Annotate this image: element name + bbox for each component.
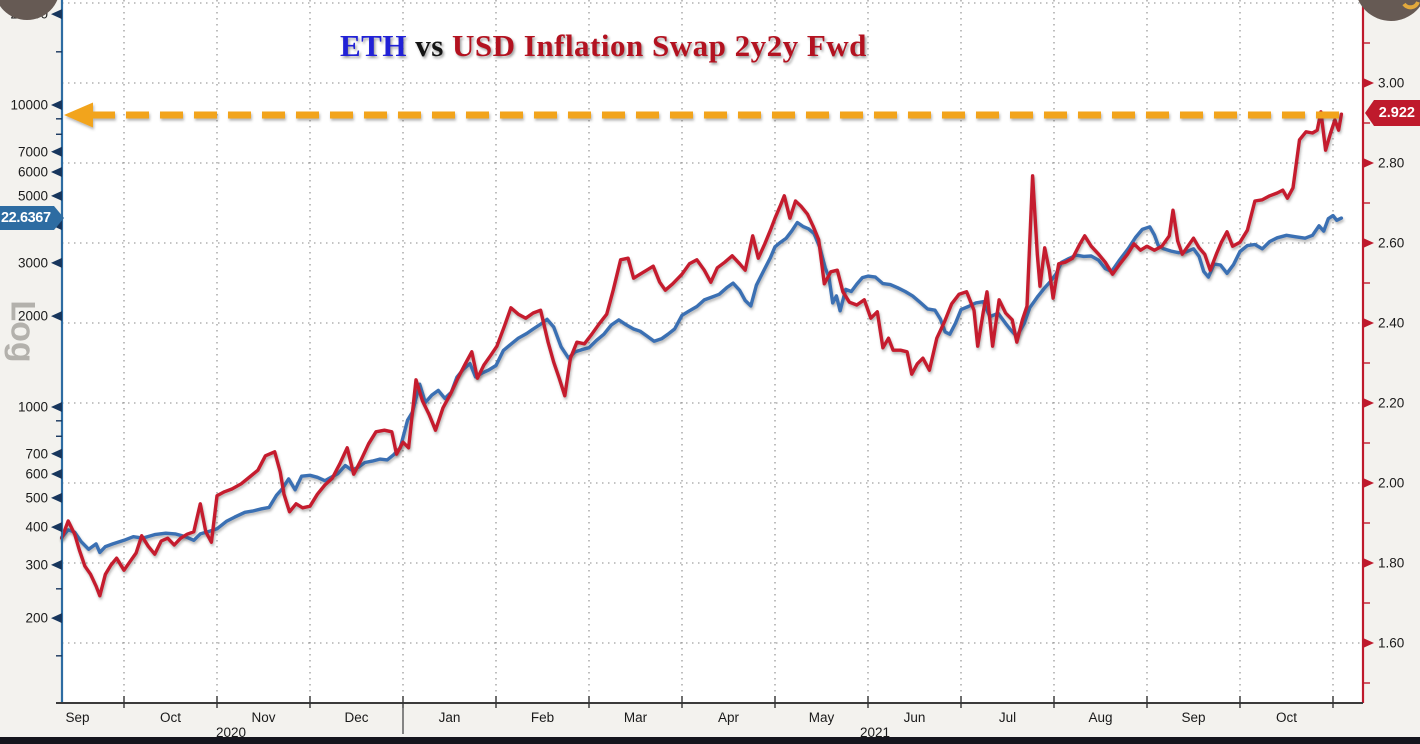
top-right-logo-accent	[1402, 1, 1420, 10]
month-label: Sep	[1181, 710, 1205, 725]
top-left-logo-circle	[0, 0, 58, 20]
right-axis-tick-label: 2.00	[1378, 476, 1404, 491]
month-label: Apr	[718, 710, 740, 725]
month-label: Sep	[65, 710, 89, 725]
eth-last-value-badge: 22.6367	[0, 206, 64, 230]
left-axis-log-label: Log	[3, 300, 42, 363]
title-eth: ETH	[340, 28, 407, 63]
left-tick-arrow	[51, 468, 62, 479]
right-axis-tick-label: 1.80	[1378, 556, 1404, 571]
eth-line	[60, 213, 1344, 555]
left-tick-arrow	[51, 559, 62, 570]
left-axis-tick-label: 10000	[10, 98, 48, 113]
right-tick-arrow	[1363, 318, 1374, 328]
left-axis-tick-label: 200	[25, 611, 48, 626]
left-axis-tick-label: 400	[25, 520, 48, 535]
left-axis-tick-label: 7000	[18, 144, 48, 159]
right-tick-arrow	[1363, 158, 1374, 168]
left-axis-tick-label: 300	[25, 557, 48, 572]
month-label: May	[809, 710, 835, 725]
right-axis-tick-label: 2.40	[1378, 316, 1404, 331]
left-axis-tick-label: 3000	[18, 255, 48, 270]
bottom-border-bar	[0, 737, 1420, 744]
left-axis-tick-label: 6000	[18, 164, 48, 179]
right-axis-tick-label: 2.20	[1378, 396, 1404, 411]
left-tick-arrow	[51, 311, 62, 322]
left-tick-arrow	[51, 9, 62, 20]
right-tick-arrow	[1363, 238, 1374, 248]
month-label: Mar	[624, 710, 648, 725]
month-label: Jul	[999, 710, 1016, 725]
right-axis-tick-label: 2.80	[1378, 156, 1404, 171]
left-tick-arrow	[51, 402, 62, 412]
left-tick-arrow	[51, 492, 62, 503]
title-vs: vs	[415, 28, 444, 63]
month-label: Oct	[1276, 710, 1297, 725]
left-tick-arrow	[51, 100, 62, 110]
left-tick-arrow	[51, 448, 62, 459]
right-tick-arrow	[1363, 398, 1374, 408]
grid	[62, 0, 1363, 703]
month-label: Dec	[344, 710, 368, 725]
left-axis-tick-label: 2000	[18, 309, 48, 324]
title-rest: USD Inflation Swap 2y2y Fwd	[452, 28, 867, 63]
left-arrowhead-icon	[64, 102, 93, 128]
right-axis-tick-label: 2.60	[1378, 236, 1404, 251]
month-label: Jun	[904, 710, 926, 725]
left-tick-arrow	[51, 190, 62, 201]
month-label: Oct	[160, 710, 181, 725]
right-tick-arrow	[1363, 478, 1374, 488]
right-tick-arrow	[1363, 78, 1374, 88]
year-label-2021: 2021	[859, 725, 891, 740]
month-label: Aug	[1088, 710, 1112, 725]
chart-title: ETH vs USD Inflation Swap 2y2y Fwd	[340, 28, 867, 64]
right-axis-tick-label: 1.60	[1378, 636, 1404, 651]
left-axis-tick-label: 1000	[18, 400, 48, 415]
left-tick-arrow	[51, 166, 62, 177]
year-label-2020: 2020	[215, 725, 247, 740]
left-axis-tick-label: 500	[25, 490, 48, 505]
left-tick-arrow	[51, 257, 62, 268]
left-axis-tick-label: 600	[25, 466, 48, 481]
plot-area	[62, 0, 1363, 703]
left-axis-tick-label: 5000	[18, 188, 48, 203]
annotation-dashed-line	[64, 102, 1343, 128]
left-tick-arrow	[51, 146, 62, 157]
right-axis-tick-label: 3.00	[1378, 76, 1404, 91]
eth-last-value: 22.6367	[1, 210, 51, 226]
swap-last-value: 2.922	[1378, 105, 1415, 121]
left-tick-arrow	[51, 613, 62, 624]
month-label: Feb	[531, 710, 554, 725]
right-tick-arrow	[1363, 638, 1374, 648]
month-label: Nov	[251, 710, 275, 725]
top-right-logo-circle	[1358, 0, 1420, 21]
swap-last-value-badge: 2.922	[1365, 100, 1420, 126]
month-label: Jan	[439, 710, 461, 725]
right-tick-arrow	[1363, 558, 1374, 568]
left-axis-tick-label: 700	[25, 446, 48, 461]
left-tick-arrow	[51, 522, 62, 533]
inflation-swap-line	[60, 110, 1344, 598]
